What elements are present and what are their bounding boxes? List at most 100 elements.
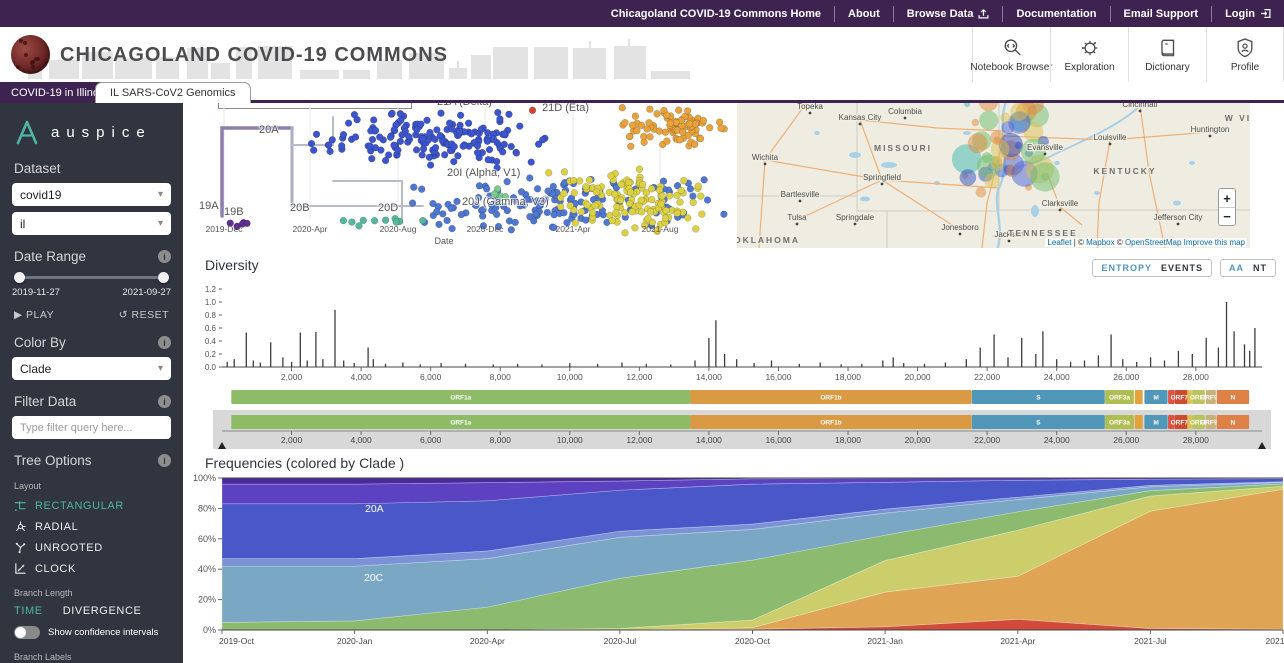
confidence-toggle[interactable] xyxy=(14,626,40,639)
branch-length-label: Branch Length xyxy=(14,588,73,598)
brush-handle-left xyxy=(218,442,226,449)
slider-track xyxy=(16,276,167,279)
map-state-label: W VIR xyxy=(1225,113,1250,123)
map-state-label: OKLAHOMA xyxy=(737,235,800,245)
branch-labels-label: Branch Labels xyxy=(14,652,72,662)
svg-text:22,000: 22,000 xyxy=(974,435,1000,445)
svg-text:ORF1b: ORF1b xyxy=(820,395,841,402)
svg-text:2020-Aug: 2020-Aug xyxy=(380,224,417,234)
aa-option[interactable]: AA xyxy=(1229,263,1244,273)
topbar-link-chicagoland-covid-19-commons-home[interactable]: Chicagoland COVID-19 Commons Home xyxy=(598,6,834,22)
svg-text:20%: 20% xyxy=(198,595,216,605)
topbar-link-email-support[interactable]: Email Support xyxy=(1109,5,1212,22)
dataset-select-primary[interactable]: covid19 ▾ xyxy=(12,183,171,206)
phylogenetic-tree-chart[interactable]: 21A (Delta) 21D (Eta) 20A 20I (Alpha, V1) 20… xyxy=(195,103,735,250)
dataset-select-secondary[interactable]: il ▾ xyxy=(12,212,171,235)
layout-option-label: UNROOTED xyxy=(35,541,103,554)
svg-text:S: S xyxy=(1036,420,1041,427)
map-city-label: Springdale xyxy=(836,213,875,222)
info-icon[interactable]: i xyxy=(158,395,171,408)
dictionary-icon xyxy=(1160,39,1174,56)
entropy-events-toggle: ENTROPY EVENTS xyxy=(1092,259,1212,277)
nt-option[interactable]: NT xyxy=(1253,263,1267,273)
svg-text:ORF1b: ORF1b xyxy=(820,420,841,427)
filter-label: Filter Data xyxy=(14,394,77,409)
svg-text:ORF3a: ORF3a xyxy=(1109,395,1130,402)
map-attribution-link[interactable]: Improve this map xyxy=(1181,238,1245,247)
svg-text:ORF3a: ORF3a xyxy=(1109,420,1130,427)
entropy-chart[interactable]: 0.0 0.2 0.4 0.6 0.8 1.0 1.2 2,000 4,000 6,000 8,00… xyxy=(183,267,1284,453)
svg-text:2021-Jan: 2021-Jan xyxy=(867,636,903,646)
toggle-knob xyxy=(15,627,26,638)
svg-text:12,000: 12,000 xyxy=(626,372,652,382)
svg-text:28,000: 28,000 xyxy=(1183,372,1209,382)
topbar-link-documentation[interactable]: Documentation xyxy=(1002,5,1109,22)
svg-text:2021-Apr: 2021-Apr xyxy=(556,224,591,234)
reset-label: RESET xyxy=(131,309,169,321)
topbar-link-browse-data[interactable]: Browse Data xyxy=(892,5,1003,22)
geo-map-panel[interactable]: Topeka Kansas City Columbia Wichita Springfi… xyxy=(737,103,1250,248)
header-nav-dictionary[interactable]: Dictionary xyxy=(1128,27,1206,82)
svg-text:21A (Delta): 21A (Delta) xyxy=(437,103,492,108)
header-nav-profile[interactable]: Profile xyxy=(1206,27,1284,82)
svg-text:2020-Jul: 2020-Jul xyxy=(604,636,637,646)
map-attribution-link[interactable]: Leaflet xyxy=(1047,238,1072,247)
unrooted-layout-icon xyxy=(15,542,26,554)
filter-query-input[interactable] xyxy=(12,416,171,439)
date-range-slider[interactable] xyxy=(14,271,169,283)
header-nav-exploration[interactable]: Exploration xyxy=(1050,27,1128,82)
branch-length-option-divergence[interactable]: DIVERGENCE xyxy=(62,605,142,617)
branch-length-option-time[interactable]: TIME xyxy=(14,605,43,617)
header-nav: Notebook Browser Exploration Dictionary Pro… xyxy=(970,27,1284,82)
confidence-toggle-row: Show confidence intervals xyxy=(14,626,171,639)
slider-handle-end[interactable] xyxy=(158,272,169,283)
map-attribution-link[interactable]: Mapbox xyxy=(1086,238,1115,247)
layout-option-unrooted[interactable]: UNROOTED xyxy=(14,541,171,554)
map-city-label: Huntington xyxy=(1191,125,1230,134)
header-nav-label: Exploration xyxy=(1064,61,1115,73)
events-option[interactable]: EVENTS xyxy=(1160,263,1203,273)
play-button[interactable]: ▶ PLAY xyxy=(14,309,54,321)
map-attribution-link[interactable]: OpenStreetMap xyxy=(1124,238,1182,247)
svg-text:2019-Oct: 2019-Oct xyxy=(219,636,255,646)
profile-icon xyxy=(1237,37,1253,57)
frequencies-panel: Frequencies (colored by Clade ) 100% 80% 6… xyxy=(183,455,1284,663)
tab-covid19-in-illinois[interactable]: COVID-19 in Illinois xyxy=(0,82,118,103)
radial-layout-icon xyxy=(15,521,26,532)
topbar-link-label: Login xyxy=(1225,7,1255,20)
tab-il-sars-cov2-genomics[interactable]: IL SARS-CoV2 Genomics xyxy=(95,82,251,103)
svg-text:0%: 0% xyxy=(203,625,216,635)
svg-text:2020-Dec: 2020-Dec xyxy=(467,224,505,234)
layout-option-clock[interactable]: CLOCK xyxy=(14,562,171,575)
topbar-link-about[interactable]: About xyxy=(834,5,893,22)
svg-text:2020-Apr: 2020-Apr xyxy=(470,636,505,646)
color-by-select[interactable]: Clade ▾ xyxy=(12,357,171,380)
info-icon[interactable]: i xyxy=(158,454,171,467)
svg-text:2019-Dec: 2019-Dec xyxy=(206,224,244,234)
svg-text:ORF9b: ORF9b xyxy=(1200,395,1221,402)
topbar-link-login[interactable]: Login xyxy=(1211,5,1284,22)
layout-option-radial[interactable]: RADIAL xyxy=(14,520,171,533)
map-canvas: Topeka Kansas City Columbia Wichita Springfi… xyxy=(737,103,1250,248)
info-icon[interactable]: i xyxy=(158,250,171,263)
tree-options-label: Tree Options xyxy=(14,453,92,468)
zoom-in-button[interactable]: + xyxy=(1219,189,1235,207)
svg-text:1.0: 1.0 xyxy=(205,298,217,307)
svg-text:S: S xyxy=(1036,395,1041,402)
zoom-out-button[interactable]: − xyxy=(1219,207,1235,225)
frequencies-chart[interactable]: 100% 80% 60% 40% 20% 0%2019-Oct 2020-Jan 2020-A… xyxy=(183,471,1284,663)
layout-option-rectangular[interactable]: RECTANGULAR xyxy=(14,499,171,512)
slider-handle-start[interactable] xyxy=(14,272,25,283)
svg-text:2020-Jan: 2020-Jan xyxy=(337,636,373,646)
header-nav-notebook-browser[interactable]: Notebook Browser xyxy=(970,27,1053,82)
reset-button[interactable]: ↺ RESET xyxy=(119,309,169,321)
map-city-label: Jonesboro xyxy=(941,223,979,232)
info-icon[interactable]: i xyxy=(158,336,171,349)
svg-text:14,000: 14,000 xyxy=(696,372,722,382)
svg-text:21D (Eta): 21D (Eta) xyxy=(542,103,589,114)
coronavirus-logo xyxy=(11,35,50,74)
dataset-label: Dataset xyxy=(14,161,61,176)
entropy-option[interactable]: ENTROPY xyxy=(1101,263,1152,273)
layout-option-label: RADIAL xyxy=(35,520,79,533)
svg-text:80%: 80% xyxy=(198,503,216,513)
